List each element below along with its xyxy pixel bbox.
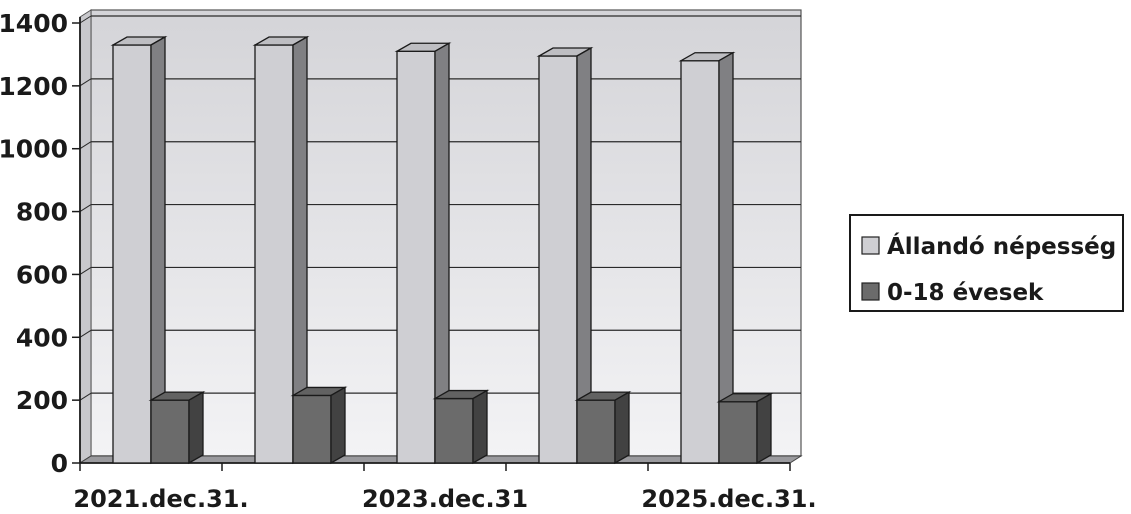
gridline-side <box>79 78 92 87</box>
bar-side <box>472 389 488 465</box>
bar-front <box>292 394 332 464</box>
y-tick-label: 600 <box>16 260 68 289</box>
bar-side <box>330 386 346 465</box>
bar-fiatal-1 <box>290 386 348 465</box>
bar-front <box>718 401 758 464</box>
bar-front <box>112 44 152 464</box>
y-tick-labels: 0 200 400 600 800 1000 1200 1400 <box>0 9 68 478</box>
bar-front <box>434 397 474 464</box>
y-tick-label: 800 <box>16 198 68 227</box>
y-tick-label: 200 <box>16 386 68 415</box>
bar-fiatal-0 <box>148 391 206 465</box>
gridline-side <box>79 141 92 150</box>
x-category-label: 2021.dec.31. <box>73 485 248 513</box>
gridline-side <box>79 392 92 401</box>
gridline-side <box>79 329 92 338</box>
bar-allando-0 <box>110 35 168 465</box>
x-category-label: 2025.dec.31. <box>641 485 816 513</box>
legend-label-series-1: Állandó népesség <box>887 232 1116 260</box>
legend-swatch-series-2 <box>861 282 880 301</box>
bar-allando-2 <box>394 42 452 465</box>
x-category-labels: 2021.dec.31. 2023.dec.31 2025.dec.31. <box>73 485 816 513</box>
x-category-label: 2023.dec.31 <box>362 485 528 513</box>
bar-front <box>150 399 190 464</box>
y-tick-label: 1400 <box>0 9 68 38</box>
bar-front <box>680 60 720 464</box>
y-tick-label: 1200 <box>0 72 68 101</box>
bar-front <box>538 55 578 464</box>
y-tick-label: 400 <box>16 323 68 352</box>
gridline-side <box>79 15 92 24</box>
bar-fiatal-2 <box>432 389 490 465</box>
legend-label-series-2: 0-18 évesek <box>887 280 1044 306</box>
bar-front <box>396 50 436 464</box>
gridline-side <box>79 204 92 212</box>
bar-front <box>254 44 294 464</box>
side-wall <box>79 9 92 464</box>
y-tick-label: 0 <box>51 449 68 478</box>
bar-side <box>756 392 772 465</box>
legend-swatch-series-1 <box>861 236 880 255</box>
y-tick-label: 1000 <box>0 135 68 164</box>
bar-side <box>614 391 630 465</box>
bar-front <box>576 399 616 464</box>
bars <box>110 35 774 465</box>
bar-allando-4 <box>678 51 736 465</box>
bar-allando-3 <box>536 46 594 465</box>
bar-fiatal-4 <box>716 392 774 465</box>
gridline-side <box>79 267 92 275</box>
bar-fiatal-3 <box>574 391 632 465</box>
legend: Állandó népesség 0-18 évesek <box>849 214 1124 312</box>
legend-box <box>849 214 1124 312</box>
bar-side <box>188 391 204 465</box>
